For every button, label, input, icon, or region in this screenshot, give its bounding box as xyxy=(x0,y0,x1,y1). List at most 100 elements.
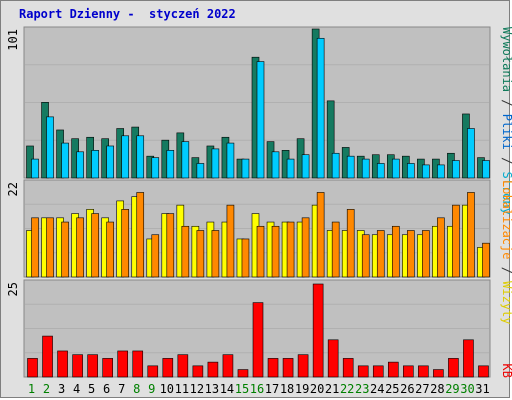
x-tick-label-11: 11 xyxy=(175,382,189,396)
x-tick-label-25: 25 xyxy=(385,382,399,396)
bar-lokalizacje-27 xyxy=(422,230,430,278)
bar-lokalizacje-18 xyxy=(286,221,295,278)
x-tick-label-15: 15 xyxy=(235,382,249,396)
bar-strony-27 xyxy=(422,164,430,179)
bar-strony-29 xyxy=(452,160,460,179)
bar-lokalizacje-2 xyxy=(46,217,54,278)
x-tick-label-14: 14 xyxy=(220,382,234,396)
x-tick-label-21: 21 xyxy=(325,382,339,396)
bar-kb-22 xyxy=(342,358,354,378)
x-tick-label-8: 8 xyxy=(133,382,140,396)
bar-strony-3 xyxy=(61,142,69,179)
bar-lokalizacje-28 xyxy=(437,217,445,278)
bar-lokalizacje-24 xyxy=(376,230,385,278)
bar-strony-31 xyxy=(482,160,490,179)
bar-kb-25 xyxy=(387,361,399,378)
y-max-label: 22 xyxy=(6,182,20,196)
bar-strony-7 xyxy=(121,135,130,179)
bar-lokalizacje-31 xyxy=(482,242,490,278)
bar-kb-12 xyxy=(192,365,204,378)
legend-label-part: / xyxy=(500,150,512,172)
bar-strony-18 xyxy=(286,158,295,179)
x-tick-label-23: 23 xyxy=(355,382,369,396)
x-tick-label-6: 6 xyxy=(103,382,110,396)
x-tick-label-12: 12 xyxy=(190,382,204,396)
bar-kb-21 xyxy=(327,339,339,378)
legend-label-part: Wywołania xyxy=(500,27,512,92)
bar-kb-1 xyxy=(27,358,38,378)
x-tick-label-4: 4 xyxy=(73,382,80,396)
bar-wywoania-21 xyxy=(326,100,335,179)
bar-strony-17 xyxy=(271,151,280,179)
legend-label-part: Lokalizacje xyxy=(500,180,512,259)
bar-strony-22 xyxy=(346,155,355,179)
bar-lokalizacje-17 xyxy=(271,225,280,278)
legend-label-part: KB xyxy=(500,364,512,378)
bar-strony-4 xyxy=(76,151,84,179)
x-tick-label-22: 22 xyxy=(340,382,354,396)
bar-lokalizacje-1 xyxy=(31,217,39,278)
bar-kb-9 xyxy=(147,365,159,378)
bar-strony-16 xyxy=(256,61,265,179)
y-max-label: 101 xyxy=(6,29,20,51)
x-tick-label-27: 27 xyxy=(415,382,429,396)
x-tick-label-13: 13 xyxy=(205,382,219,396)
bar-lokalizacje-21 xyxy=(331,221,340,278)
bar-kb-13 xyxy=(207,361,219,378)
bar-lokalizacje-14 xyxy=(226,204,235,278)
bar-kb-7 xyxy=(117,350,129,378)
bar-kb-4 xyxy=(72,354,83,378)
bar-kb-3 xyxy=(57,350,68,378)
bar-lokalizacje-5 xyxy=(91,213,99,278)
x-tick-label-7: 7 xyxy=(118,382,125,396)
bar-kb-23 xyxy=(357,365,369,378)
bar-kb-26 xyxy=(403,365,414,378)
legend-label-part: / xyxy=(500,259,512,281)
bar-strony-15 xyxy=(241,158,250,179)
bar-strony-6 xyxy=(106,145,114,179)
bar-lokalizacje-11 xyxy=(181,225,190,278)
bar-kb-5 xyxy=(87,354,98,378)
x-tick-label-16: 16 xyxy=(250,382,264,396)
bar-strony-13 xyxy=(211,148,220,179)
bar-lokalizacje-6 xyxy=(106,221,114,278)
bar-kb-2 xyxy=(42,335,53,378)
bar-strony-5 xyxy=(91,150,99,179)
bar-kb-20 xyxy=(312,283,324,378)
bar-lokalizacje-16 xyxy=(256,225,265,278)
bar-lokalizacje-13 xyxy=(211,230,220,278)
legend-label-part: Wizyty xyxy=(500,281,512,324)
bar-kb-14 xyxy=(222,354,234,378)
bar-strony-12 xyxy=(196,163,205,179)
legend-label-part: / xyxy=(500,92,512,114)
bar-kb-28 xyxy=(433,369,444,378)
legend-label: Lokalizacje / Wizyty xyxy=(500,180,512,325)
x-tick-label-17: 17 xyxy=(265,382,279,396)
bar-lokalizacje-10 xyxy=(166,213,175,278)
x-tick-label-19: 19 xyxy=(295,382,309,396)
bar-kb-31 xyxy=(478,365,489,378)
bar-lokalizacje-8 xyxy=(136,192,145,278)
bar-strony-19 xyxy=(301,154,310,179)
bar-lokalizacje-29 xyxy=(452,204,460,278)
x-tick-label-18: 18 xyxy=(280,382,294,396)
x-tick-label-10: 10 xyxy=(160,382,174,396)
bar-lokalizacje-30 xyxy=(467,192,475,278)
chart-title: Raport Dzienny - styczeń 2022 xyxy=(19,7,236,21)
bar-lokalizacje-23 xyxy=(361,234,370,278)
x-tick-label-24: 24 xyxy=(370,382,384,396)
x-tick-label-1: 1 xyxy=(28,382,35,396)
bar-strony-24 xyxy=(376,163,385,179)
bar-lokalizacje-15 xyxy=(241,238,250,278)
bar-strony-28 xyxy=(437,164,445,179)
bar-kb-15 xyxy=(237,369,249,378)
x-tick-label-2: 2 xyxy=(43,382,50,396)
x-tick-label-5: 5 xyxy=(88,382,95,396)
legend-label-part: Strony xyxy=(500,172,512,215)
bar-lokalizacje-7 xyxy=(121,209,130,278)
bar-kb-27 xyxy=(418,365,429,378)
x-tick-label-30: 30 xyxy=(460,382,474,396)
bar-strony-23 xyxy=(361,158,370,179)
x-tick-label-29: 29 xyxy=(445,382,459,396)
